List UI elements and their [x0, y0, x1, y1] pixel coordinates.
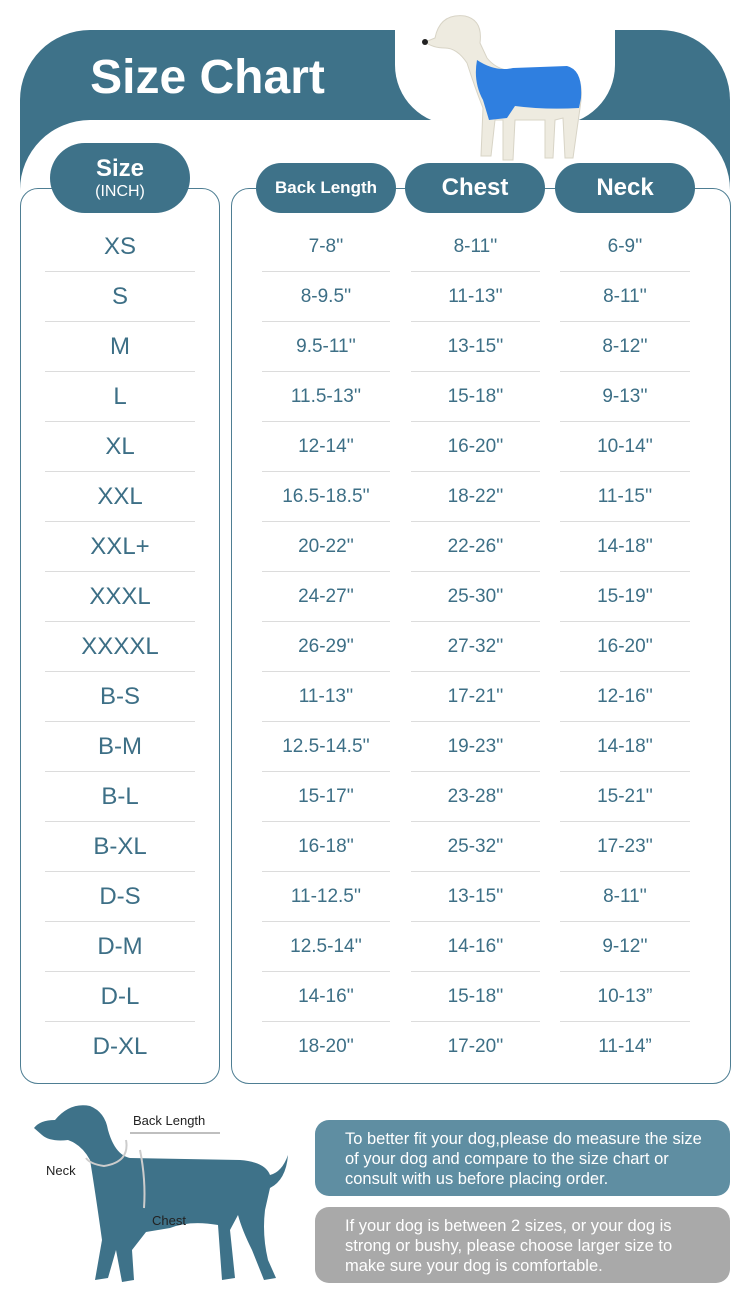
cell-size: M [45, 322, 195, 372]
cell-back: 12.5-14.5'' [262, 722, 390, 772]
cell-chest: 14-16'' [411, 922, 540, 972]
cell-chest: 13-15'' [411, 872, 540, 922]
cell-neck: 17-23'' [560, 822, 690, 872]
cell-size: XS [45, 222, 195, 272]
cell-chest: 18-22'' [411, 472, 540, 522]
cell-neck: 12-16'' [560, 672, 690, 722]
cell-neck: 9-13'' [560, 372, 690, 422]
back-length-label: Back Length [133, 1113, 205, 1128]
cell-neck: 10-13” [560, 972, 690, 1022]
cell-size: XXL+ [45, 522, 195, 572]
cell-size: D-M [45, 922, 195, 972]
cell-chest: 17-20'' [447, 1036, 504, 1057]
cell-neck: 6-9'' [560, 222, 690, 272]
back-length-header: Back Length [256, 163, 396, 213]
cell-back: 20-22'' [262, 522, 390, 572]
cell-chest: 17-21'' [411, 672, 540, 722]
cell-neck: 11-15'' [560, 472, 690, 522]
cell-size: B-M [45, 722, 195, 772]
cell-back: 16-18'' [262, 822, 390, 872]
cell-back: 11-13'' [262, 672, 390, 722]
cell-chest: 23-28'' [411, 772, 540, 822]
cell-neck: 8-12'' [560, 322, 690, 372]
cell-neck: 14-18'' [560, 722, 690, 772]
cell-size: XXL [45, 472, 195, 522]
cell-chest: 15-18'' [411, 372, 540, 422]
cell-back: 8-9.5'' [262, 272, 390, 322]
cell-chest: 8-11'' [411, 222, 540, 272]
cell-back: 16.5-18.5'' [262, 472, 390, 522]
neck-header: Neck [555, 163, 695, 213]
cell-size: B-XL [45, 822, 195, 872]
dog-mannequin-photo [422, 15, 582, 161]
size-header: Size (INCH) [50, 143, 190, 213]
cell-back: 15-17'' [262, 772, 390, 822]
chest-label: Chest [152, 1213, 186, 1228]
cell-neck: 8-11'' [560, 872, 690, 922]
size-unit-label: (INCH) [95, 183, 145, 200]
cell-chest: 15-18'' [411, 972, 540, 1022]
cell-back: 12-14'' [262, 422, 390, 472]
cell-size: B-L [45, 772, 195, 822]
cell-back: 12.5-14'' [262, 922, 390, 972]
cell-chest: 27-32'' [411, 622, 540, 672]
cell-chest: 25-32'' [411, 822, 540, 872]
page-title: Size Chart [90, 51, 325, 104]
cell-size: XL [45, 422, 195, 472]
cell-neck: 9-12'' [560, 922, 690, 972]
cell-back: 7-8'' [262, 222, 390, 272]
photo-area [395, 0, 615, 161]
cell-chest: 25-30'' [411, 572, 540, 622]
cell-size: D-XL [92, 1033, 148, 1060]
cell-back: 11.5-13'' [262, 372, 390, 422]
cell-neck: 15-19'' [560, 572, 690, 622]
cell-size: B-S [45, 672, 195, 722]
cell-size: D-L [45, 972, 195, 1022]
cell-back: 18-20'' [298, 1036, 354, 1057]
cell-back: 9.5-11'' [262, 322, 390, 372]
neck-label: Neck [46, 1163, 76, 1178]
cell-neck: 11-14” [598, 1036, 652, 1057]
cell-back: 11-12.5'' [262, 872, 390, 922]
cell-chest: 22-26'' [411, 522, 540, 572]
cell-size: XXXL [45, 572, 195, 622]
cell-neck: 16-20'' [560, 622, 690, 672]
chest-header: Chest [405, 163, 545, 213]
cell-neck: 8-11'' [560, 272, 690, 322]
cell-back: 14-16'' [262, 972, 390, 1022]
cell-neck: 14-18'' [560, 522, 690, 572]
cell-back: 24-27'' [262, 572, 390, 622]
cell-chest: 16-20'' [411, 422, 540, 472]
cell-chest: 19-23'' [411, 722, 540, 772]
dog-measurement-diagram: Back Length Neck Chest [34, 1105, 288, 1282]
cell-size: L [45, 372, 195, 422]
cell-neck: 10-14'' [560, 422, 690, 472]
cell-chest: 11-13'' [411, 272, 540, 322]
cell-size: D-S [45, 872, 195, 922]
cell-chest: 13-15'' [411, 322, 540, 372]
sizing-tip-note: If your dog is between 2 sizes, or your … [315, 1207, 730, 1283]
measure-note: To better fit your dog,please do measure… [315, 1120, 730, 1196]
cell-size: XXXXL [45, 622, 195, 672]
cell-neck: 15-21'' [560, 772, 690, 822]
cell-size: S [45, 272, 195, 322]
size-header-label: Size [95, 155, 145, 182]
cell-back: 26-29'' [262, 622, 390, 672]
